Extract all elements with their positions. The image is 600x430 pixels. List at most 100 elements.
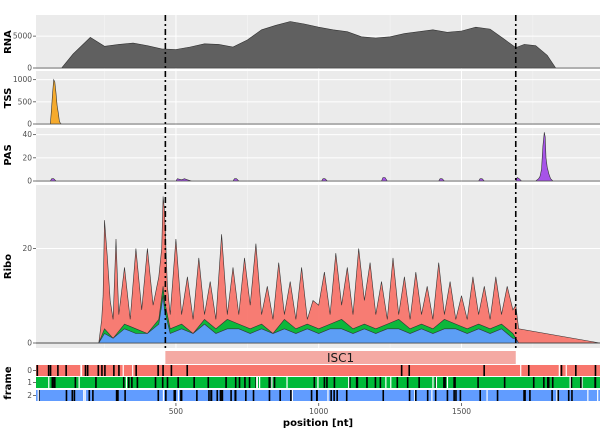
- y-tick-label: 40: [22, 130, 32, 139]
- stop-codon-mark: [101, 365, 103, 376]
- panel-tss: [36, 71, 600, 125]
- start-codon-mark: [581, 377, 583, 388]
- stop-codon-mark: [345, 390, 348, 401]
- start-codon-mark: [48, 377, 50, 388]
- stop-codon-mark: [594, 365, 597, 376]
- stop-codon-mark: [154, 377, 157, 388]
- stop-codon-mark: [165, 390, 167, 401]
- stop-codon-mark: [575, 365, 577, 376]
- start-codon-mark: [286, 377, 288, 388]
- stop-codon-mark: [88, 390, 91, 401]
- y-tick-label: 1000: [13, 75, 32, 84]
- start-codon-mark: [435, 377, 438, 388]
- stop-codon-mark: [396, 377, 399, 388]
- stop-codon-mark: [336, 390, 338, 401]
- y-axis-title-pas: PAS: [3, 144, 14, 165]
- stop-codon-mark: [136, 377, 139, 388]
- series-area-rna: [36, 21, 600, 69]
- x-tick-label: 1000: [309, 407, 328, 416]
- stop-codon-mark: [230, 390, 232, 401]
- stop-codon-mark: [117, 390, 119, 401]
- panel-ribo: [36, 185, 600, 348]
- stop-codon-mark: [216, 390, 219, 401]
- stop-codon-mark: [73, 390, 76, 401]
- stop-codon-mark: [268, 377, 271, 388]
- stop-codon-mark: [496, 390, 499, 401]
- stop-codon-mark: [408, 365, 411, 376]
- frame-row-1: [36, 377, 600, 388]
- start-codon-mark: [348, 377, 350, 388]
- stop-codon-mark: [225, 377, 227, 388]
- start-codon-mark: [80, 365, 82, 376]
- start-codon-mark: [271, 377, 273, 388]
- stop-codon-mark: [57, 365, 59, 376]
- stop-codon-mark: [382, 390, 385, 401]
- x-tick-label: 500: [169, 407, 184, 416]
- start-codon-mark: [565, 365, 567, 376]
- stop-codon-mark: [173, 390, 176, 401]
- stop-codon-mark: [418, 377, 420, 388]
- stop-codon-mark: [523, 390, 525, 401]
- stop-codon-mark: [174, 390, 176, 401]
- stop-codon-mark: [443, 377, 445, 388]
- start-codon-mark: [291, 390, 293, 401]
- stop-codon-mark: [453, 377, 455, 388]
- stop-codon-mark: [135, 365, 137, 376]
- stop-codon-mark: [374, 377, 377, 388]
- gene-bar: [165, 351, 516, 364]
- stop-codon-mark: [454, 377, 456, 388]
- frame-row-band: [36, 365, 600, 376]
- start-codon-mark: [84, 390, 86, 401]
- start-codon-mark: [317, 377, 319, 388]
- stop-codon-mark: [196, 390, 198, 401]
- stop-codon-mark: [162, 365, 164, 376]
- start-codon-mark: [162, 390, 165, 401]
- start-codon-mark: [256, 377, 258, 388]
- start-codon-mark: [446, 377, 449, 388]
- start-codon-mark: [125, 377, 128, 388]
- stop-codon-mark: [408, 390, 411, 401]
- gene-label: ISC1: [327, 351, 354, 365]
- stop-codon-mark: [118, 365, 120, 376]
- stop-codon-mark: [415, 390, 417, 401]
- stop-codon-mark: [547, 377, 550, 388]
- stop-codon-mark: [330, 390, 332, 401]
- stop-codon-mark: [279, 390, 281, 401]
- y-tick-label: 5000: [13, 32, 32, 41]
- y-axis-title-tss: TSS: [3, 88, 14, 109]
- start-codon-mark: [78, 377, 80, 388]
- stop-codon-mark: [71, 390, 74, 401]
- stop-codon-mark: [503, 377, 506, 388]
- stop-codon-mark: [453, 390, 455, 401]
- stop-codon-mark: [234, 377, 237, 388]
- stop-codon-mark: [124, 390, 126, 401]
- stop-codon-mark: [161, 377, 164, 388]
- stop-codon-mark: [580, 377, 582, 388]
- stop-codon-mark: [529, 390, 531, 401]
- stop-codon-mark: [180, 390, 182, 401]
- stop-codon-mark: [86, 365, 89, 376]
- stop-codon-mark: [248, 377, 251, 388]
- start-codon-mark: [520, 365, 522, 376]
- stop-codon-mark: [210, 390, 213, 401]
- frame-row-2: [36, 390, 600, 401]
- series-area-frame-0: [36, 196, 600, 344]
- start-codon-mark: [80, 365, 83, 376]
- stop-codon-mark: [551, 377, 554, 388]
- stop-codon-mark: [459, 390, 462, 401]
- gene-annotation: ISC1: [165, 351, 516, 365]
- stop-codon-mark: [128, 377, 130, 388]
- stop-codon-mark: [122, 377, 125, 388]
- stop-codon-mark: [551, 390, 553, 401]
- stop-codon-mark: [65, 390, 68, 401]
- stop-codon-mark: [426, 390, 429, 401]
- stop-codon-mark: [47, 365, 50, 376]
- stop-codon-mark: [594, 377, 597, 388]
- start-codon-mark: [432, 377, 434, 388]
- stop-codon-mark: [316, 390, 318, 401]
- stop-codon-mark: [51, 377, 54, 388]
- x-axis-title: position [nt]: [283, 418, 353, 429]
- panel-pas: [36, 128, 600, 182]
- stop-codon-mark: [221, 390, 223, 401]
- y-axis-title-rna: RNA: [3, 30, 14, 54]
